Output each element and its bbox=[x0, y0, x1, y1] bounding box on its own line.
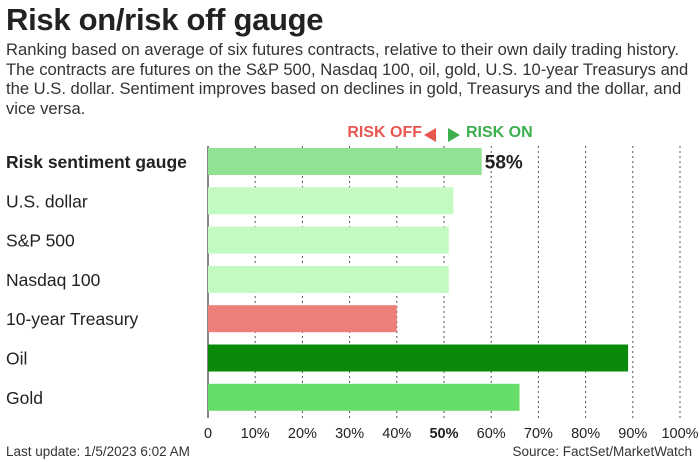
chart-title: Risk on/risk off gauge bbox=[6, 2, 324, 37]
legend-risk-on-label: RISK ON bbox=[466, 124, 533, 141]
x-tick-label: 90% bbox=[618, 426, 647, 442]
legend-risk-off-label: RISK OFF bbox=[347, 124, 422, 141]
x-tick-label: 0 bbox=[204, 426, 212, 442]
x-tick-label: 60% bbox=[477, 426, 506, 442]
x-tick-label: 100% bbox=[661, 426, 698, 442]
data-label: 58% bbox=[485, 153, 523, 174]
category-label: 10-year Treasury bbox=[6, 309, 139, 329]
bar bbox=[208, 187, 454, 215]
category-label: S&P 500 bbox=[6, 231, 75, 251]
bar bbox=[208, 383, 520, 411]
right-arrow-icon bbox=[448, 128, 460, 142]
x-tick-label: 20% bbox=[288, 426, 317, 442]
bar bbox=[208, 344, 629, 372]
category-label: Oil bbox=[6, 349, 27, 369]
source-note: Source: FactSet/MarketWatch bbox=[512, 444, 692, 459]
bar bbox=[208, 226, 449, 254]
category-label: Risk sentiment gauge bbox=[6, 152, 187, 172]
bar bbox=[208, 148, 482, 175]
bar bbox=[208, 305, 397, 333]
left-arrow-icon bbox=[424, 128, 436, 142]
category-label: Nasdaq 100 bbox=[6, 270, 101, 290]
category-label: Gold bbox=[6, 388, 43, 408]
x-tick-label: 30% bbox=[335, 426, 364, 442]
bar bbox=[208, 265, 449, 293]
category-label: U.S. dollar bbox=[6, 191, 88, 211]
last-update: Last update: 1/5/2023 6:02 AM bbox=[6, 444, 190, 459]
chart-subtitle: Ranking based on average of six futures … bbox=[6, 40, 689, 118]
x-tick-label: 10% bbox=[241, 426, 270, 442]
x-tick-label: 70% bbox=[524, 426, 553, 442]
legend: RISK OFF RISK ON bbox=[0, 124, 700, 146]
x-tick-label: 40% bbox=[382, 426, 411, 442]
x-tick-label: 50% bbox=[429, 426, 458, 442]
x-tick-label: 80% bbox=[571, 426, 600, 442]
